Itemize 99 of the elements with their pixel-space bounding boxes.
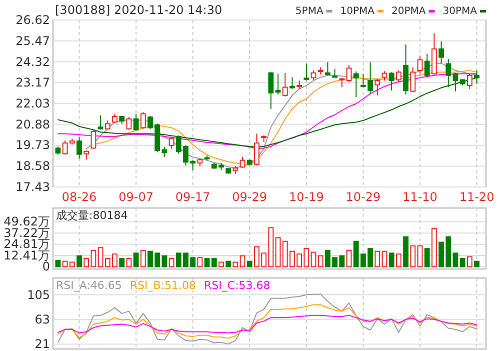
x-tick-label: 09-07 xyxy=(118,190,154,204)
y-tick-label: 20.88 xyxy=(16,117,50,132)
candlestick xyxy=(374,78,380,96)
candlestick xyxy=(268,72,274,110)
y-tick-label: 22.03 xyxy=(16,96,50,110)
x-tick-label: 09-29 xyxy=(232,190,268,204)
candlestick xyxy=(90,130,96,150)
candlestick xyxy=(353,70,359,98)
candlestick xyxy=(382,70,388,82)
text: RSI_B:51.08 xyxy=(130,279,196,292)
bar xyxy=(403,236,408,268)
x-tick-label: 10-29 xyxy=(346,190,381,204)
annotation: 成交量:80184 xyxy=(56,209,128,222)
bar xyxy=(275,237,281,268)
candlestick xyxy=(346,64,352,83)
y-tick-label: 17.43 xyxy=(16,180,50,194)
bar xyxy=(431,228,437,268)
candlestick xyxy=(446,58,452,88)
x-tick-label: 10-19 xyxy=(288,190,324,204)
candlestick xyxy=(112,113,118,124)
candlestick xyxy=(438,40,444,64)
legend-label: 30PMA xyxy=(442,6,478,17)
candlestick xyxy=(388,72,394,92)
bar xyxy=(133,252,139,268)
y-tick-label: 0 xyxy=(42,260,50,274)
y-tick-label: 23.17 xyxy=(16,76,50,90)
bar xyxy=(318,255,324,268)
bar xyxy=(197,257,203,268)
legend-label: 5PMA xyxy=(295,6,324,17)
candlestick xyxy=(76,136,82,160)
bar xyxy=(119,258,125,268)
line-series xyxy=(57,314,478,334)
candlestick xyxy=(282,72,288,98)
bar xyxy=(211,258,217,268)
x-tick-label: 08-26 xyxy=(62,190,97,204)
bar xyxy=(460,258,466,268)
candlestick xyxy=(140,112,146,130)
candlestick xyxy=(339,77,345,88)
candlestick xyxy=(304,63,310,82)
bar xyxy=(140,250,146,268)
y-tick-label: 24.32 xyxy=(16,54,50,69)
candlestick xyxy=(410,66,416,93)
bar xyxy=(410,245,416,268)
x-tick-label: 09-17 xyxy=(175,190,210,204)
y-tick-label: 19.73 xyxy=(16,138,50,152)
bar xyxy=(417,245,423,268)
bar xyxy=(168,258,174,268)
x-tick-label: 11-20 xyxy=(459,190,494,204)
bar xyxy=(396,254,402,268)
legend-label: 20PMA xyxy=(392,6,426,17)
legend-label: 10PMA xyxy=(340,6,375,17)
candlestick xyxy=(396,70,402,83)
line-series xyxy=(57,294,478,345)
bar xyxy=(382,250,388,268)
bar xyxy=(474,260,480,268)
bar xyxy=(374,250,380,268)
y-tick-label: 21 xyxy=(34,337,50,351)
bar xyxy=(452,252,458,268)
chart-title: [300188] 2020-11-20 14:30 xyxy=(55,3,222,17)
text: RSI_C:53.68 xyxy=(204,279,270,292)
bar xyxy=(310,252,316,268)
y-tick-label: 105 xyxy=(27,288,50,302)
bar xyxy=(90,250,96,268)
candlestick xyxy=(424,53,430,78)
bar xyxy=(55,260,61,268)
bar xyxy=(84,258,90,268)
candlestick xyxy=(84,150,90,160)
x-tick-label: 11-10 xyxy=(402,190,438,204)
bar xyxy=(246,260,252,268)
candlestick xyxy=(240,156,246,169)
y-tick-label: 63 xyxy=(34,312,50,326)
candlestick xyxy=(275,73,281,96)
candlestick xyxy=(466,73,472,90)
candlestick xyxy=(452,72,458,92)
bar xyxy=(466,256,472,268)
bar xyxy=(76,255,82,268)
candlestick xyxy=(290,76,295,90)
candlestick xyxy=(126,116,132,130)
bar xyxy=(218,262,224,268)
series-label: RSI_A:46.65 xyxy=(56,279,122,292)
candlestick xyxy=(310,70,316,80)
bar xyxy=(204,258,210,268)
bar xyxy=(240,255,246,268)
candlestick xyxy=(254,133,260,166)
y-tick-label: 26.62 xyxy=(16,13,50,27)
candlestick xyxy=(474,70,480,84)
candlestick xyxy=(98,114,104,130)
bar xyxy=(424,248,430,268)
line-series xyxy=(57,304,478,339)
y-tick-label: 25.47 xyxy=(16,34,50,48)
bar xyxy=(346,250,352,268)
bar xyxy=(232,262,238,268)
bar xyxy=(388,252,394,268)
y-tick-label: 18.58 xyxy=(16,159,50,174)
bar xyxy=(226,260,232,268)
candlestick xyxy=(325,62,330,76)
candlestick xyxy=(417,55,423,76)
bar xyxy=(126,258,132,268)
candlestick xyxy=(133,113,139,131)
